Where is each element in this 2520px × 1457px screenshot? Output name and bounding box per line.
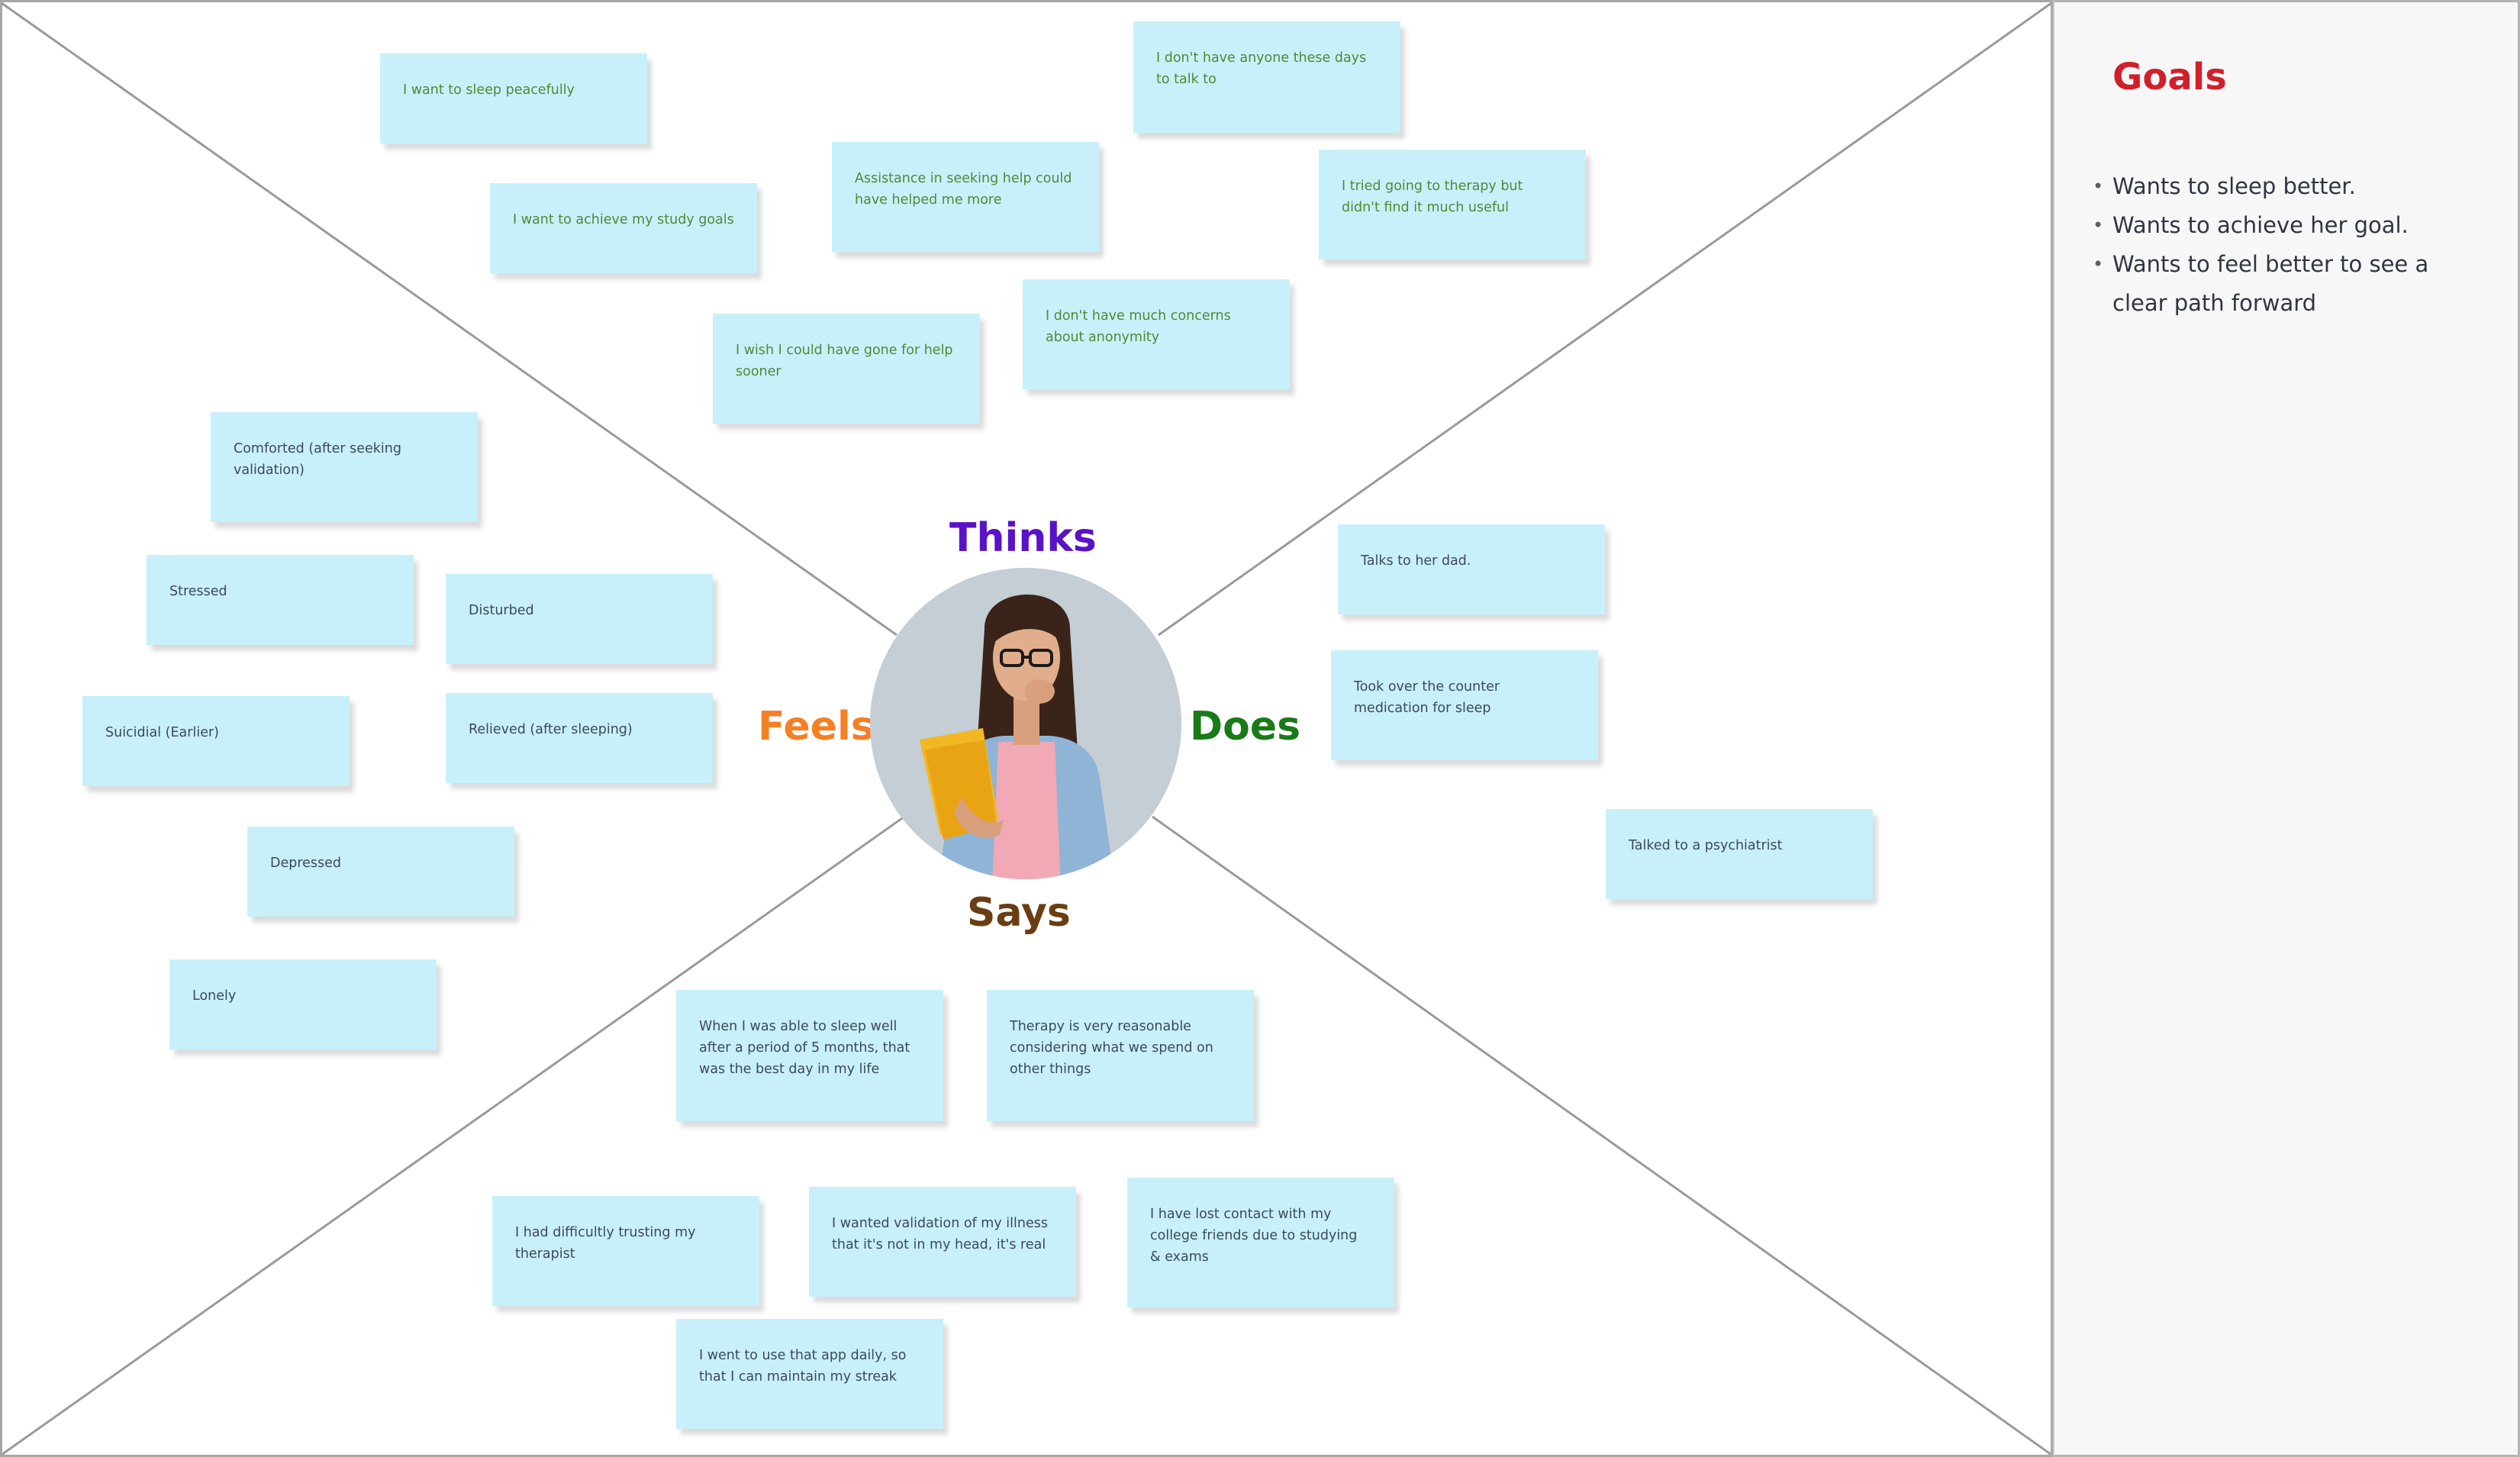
feels-sticky-note[interactable]: Relieved (after sleeping) [446,693,713,783]
feels-sticky-note[interactable]: Depressed [247,827,514,917]
does-sticky-note[interactable]: Talked to a psychiatrist [1606,809,1873,899]
thinks-sticky-note[interactable]: I want to sleep peacefully [380,53,647,143]
goal-item: Wants to sleep better. [2093,167,2489,206]
thinks-sticky-note[interactable]: Assistance in seeking help could have he… [832,142,1099,252]
does-sticky-note[interactable]: Talks to her dad. [1338,524,1605,614]
feels-sticky-note[interactable]: Suicidial (Earlier) [82,696,350,786]
thinks-sticky-note[interactable]: I wish I could have gone for help sooner [713,314,980,424]
says-sticky-note[interactable]: When I was able to sleep well after a pe… [676,990,943,1121]
feels-sticky-note[interactable]: Lonely [169,959,437,1049]
says-sticky-note[interactable]: I went to use that app daily, so that I … [676,1319,943,1429]
quadrant-divider-lines [1,2,2052,1456]
thinks-sticky-note[interactable]: I want to achieve my study goals [490,183,757,273]
goals-title: Goals [2112,56,2227,98]
says-sticky-note[interactable]: I wanted validation of my illness that i… [809,1187,1076,1297]
goal-item: Wants to achieve her goal. [2093,206,2489,245]
does-sticky-note[interactable]: Took over the counter medication for sle… [1331,650,1598,760]
says-sticky-note[interactable]: I had difficultly trusting my therapist [492,1196,759,1306]
feels-label: Feels [758,704,875,749]
goal-item: Wants to feel better to see a clear path… [2093,245,2489,323]
thinks-label: Thinks [949,515,1097,561]
goals-panel: Goals Wants to sleep better. Wants to ac… [2053,0,2520,1457]
thinks-sticky-note[interactable]: I tried going to therapy but didn't find… [1319,150,1586,259]
thinks-sticky-note[interactable]: I don't have much concerns about anonymi… [1023,279,1290,389]
goals-list: Wants to sleep better. Wants to achieve … [2093,167,2489,323]
says-label: Says [967,890,1071,936]
says-sticky-note[interactable]: I have lost contact with my college frie… [1127,1178,1394,1307]
person-photo-icon [870,568,1181,879]
empathy-map-board: I want to sleep peacefully I want to ach… [0,0,2053,1457]
does-label: Does [1190,704,1301,749]
thinks-sticky-note[interactable]: I don't have anyone these days to talk t… [1133,21,1400,133]
feels-sticky-note[interactable]: Stressed [147,555,414,645]
persona-avatar [870,568,1181,879]
says-sticky-note[interactable]: Therapy is very reasonable considering w… [987,990,1254,1121]
feels-sticky-note[interactable]: Comforted (after seeking validation) [211,412,478,522]
feels-sticky-note[interactable]: Disturbed [446,574,713,664]
